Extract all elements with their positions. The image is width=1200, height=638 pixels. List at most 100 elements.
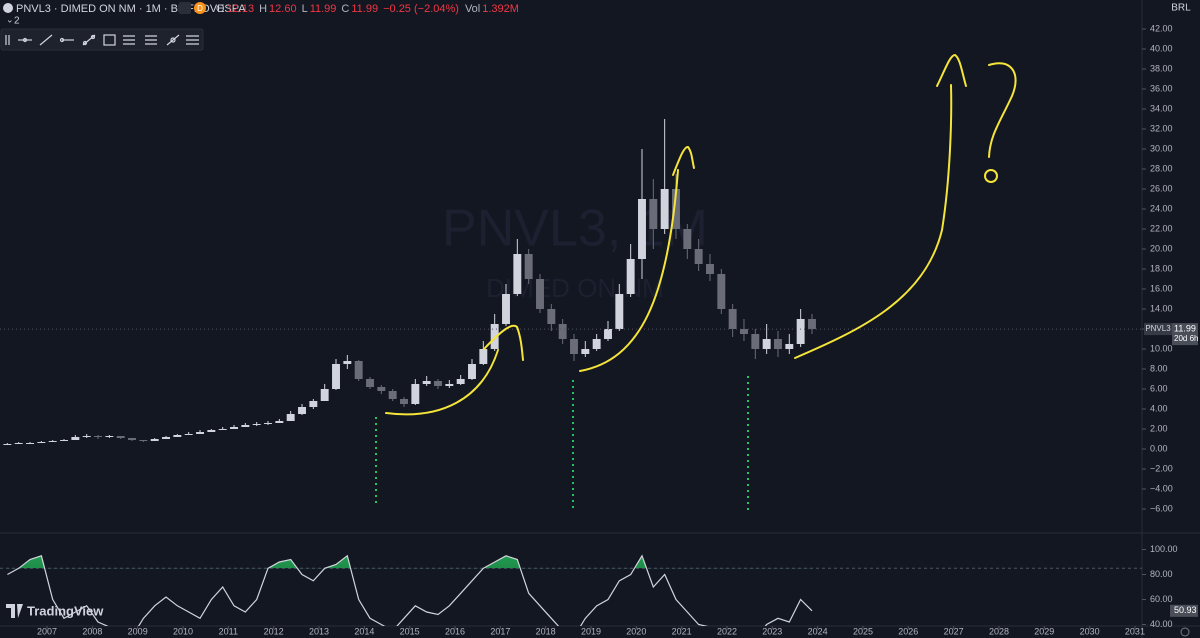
axes: −6.00 −4.00 −2.00 0.00 2.00 4.00 6.00 8.00 10.00…: [37, 23, 1198, 636]
candle-body: [638, 199, 646, 259]
candle-body: [218, 429, 227, 430]
brand[interactable]: TradingView: [27, 603, 104, 618]
x-tick-label: 2027: [944, 626, 964, 636]
candle-body: [479, 349, 488, 364]
osc-value-box: [1170, 604, 1198, 617]
toolbar-box: [0, 28, 204, 51]
candle-body: [796, 319, 805, 344]
x-tick-label: 2007: [37, 626, 57, 636]
x-tick-label: 2013: [309, 626, 329, 636]
ohlc-legend: O 12.13 H 12.60 L 11.99 C 11.99 −0.25 (−2.04%) Vo…: [216, 3, 519, 15]
candle-body: [490, 324, 499, 349]
status-dot: [179, 2, 191, 14]
y-tick-label: 4.00: [1150, 403, 1168, 413]
ohlc-key: O: [216, 3, 225, 15]
x-tick-label: 2016: [445, 626, 465, 636]
candle-body: [445, 384, 454, 386]
candle-body: [694, 249, 703, 264]
y-tick-label: 40.00: [1150, 43, 1173, 53]
x-tick-label: 2019: [581, 626, 601, 636]
symbol-title[interactable]: PNVL3 · DIMED ON NM · 1M · BMFBOVESPA: [16, 3, 246, 15]
indicator-count[interactable]: 2: [14, 16, 20, 27]
candle-body: [558, 324, 567, 339]
candle-body: [207, 430, 216, 432]
collapse-arrow[interactable]: ⌄: [6, 14, 14, 24]
x-tick-label: 2021: [672, 626, 692, 636]
osc-y-tick-label: 80.00: [1150, 569, 1173, 579]
price-pane: [0, 119, 1142, 445]
candle-body: [615, 294, 624, 329]
candle-body: [411, 384, 420, 404]
candle-body: [264, 423, 272, 424]
drawing-toolbar: [0, 28, 204, 51]
candle-body: [60, 440, 68, 441]
candle-body: [660, 189, 669, 229]
candle-body: [683, 229, 692, 249]
currency[interactable]: BRL: [1171, 3, 1191, 14]
candle-body: [3, 444, 12, 445]
osc-y-tick-label: 60.00: [1150, 594, 1173, 604]
y-tick-label: −4.00: [1150, 483, 1173, 493]
candle-body: [82, 436, 91, 437]
candle-body: [241, 425, 250, 427]
x-tick-label: 2030: [1080, 626, 1100, 636]
candle-body: [139, 440, 148, 441]
candle-body: [343, 361, 352, 364]
candle-body: [785, 344, 794, 349]
candle-body: [332, 364, 340, 389]
osc-y-tick-label: 40.00: [1150, 619, 1173, 629]
toolbar-icons[interactable]: [5, 34, 199, 46]
badge: [194, 2, 206, 14]
candle-body: [468, 364, 476, 379]
x-tick-label: 2025: [853, 626, 873, 636]
candle-body: [706, 264, 714, 274]
question-mark: [988, 62, 1017, 158]
y-tick-label: 10.00: [1150, 343, 1173, 353]
badge-text: D: [197, 4, 203, 13]
candle-body: [354, 361, 363, 379]
y-tick-label: 2.00: [1150, 423, 1168, 433]
candle-body: [150, 439, 159, 441]
y-tick-label: −6.00: [1150, 503, 1173, 513]
candle-body: [581, 349, 590, 354]
y-tick-label: 24.00: [1150, 203, 1173, 213]
settings-icon[interactable]: [1180, 627, 1190, 637]
candle-body: [298, 407, 306, 414]
x-tick-label: 2017: [490, 626, 510, 636]
trend-stroke: [579, 169, 679, 372]
candle-body: [751, 334, 760, 349]
candle-body: [37, 442, 46, 443]
ohlc-key: L: [302, 3, 308, 15]
y-tick-label: 20.00: [1150, 243, 1173, 253]
candle-body: [547, 309, 556, 324]
ohlc-value: 11.99: [310, 3, 337, 15]
y-tick-label: 18.00: [1150, 263, 1173, 273]
candle-body: [592, 339, 601, 349]
candle-body: [366, 379, 374, 387]
candle-body: [524, 254, 533, 279]
y-tick-label: 36.00: [1150, 83, 1173, 93]
ohlc-value: 12.60: [269, 3, 297, 15]
currency-box: [1170, 1, 1192, 15]
osc-y-tick-label: 100.00: [1150, 544, 1178, 554]
candle-body: [400, 399, 408, 404]
candle-body: [173, 435, 182, 437]
y-tick-label: 0.00: [1150, 443, 1168, 453]
price-change: −0.25 (−2.04%): [383, 3, 459, 15]
ohlc-value: 12.13: [227, 3, 255, 15]
question-dot: [984, 169, 998, 183]
candle-body: [196, 432, 204, 434]
osc-value-label: 50.93: [1174, 605, 1197, 615]
ohlc-key: C: [341, 3, 349, 15]
y-tick-label: 8.00: [1150, 363, 1168, 373]
candle-body: [48, 441, 57, 442]
y-tick-label: 22.00: [1150, 223, 1173, 233]
ohlc-value: 11.99: [351, 3, 378, 15]
y-tick-label: 14.00: [1150, 303, 1173, 313]
candle-body: [388, 391, 397, 399]
x-tick-label: 2011: [219, 626, 238, 636]
trend-arrow: [672, 146, 695, 176]
y-tick-label: 38.00: [1150, 63, 1173, 73]
